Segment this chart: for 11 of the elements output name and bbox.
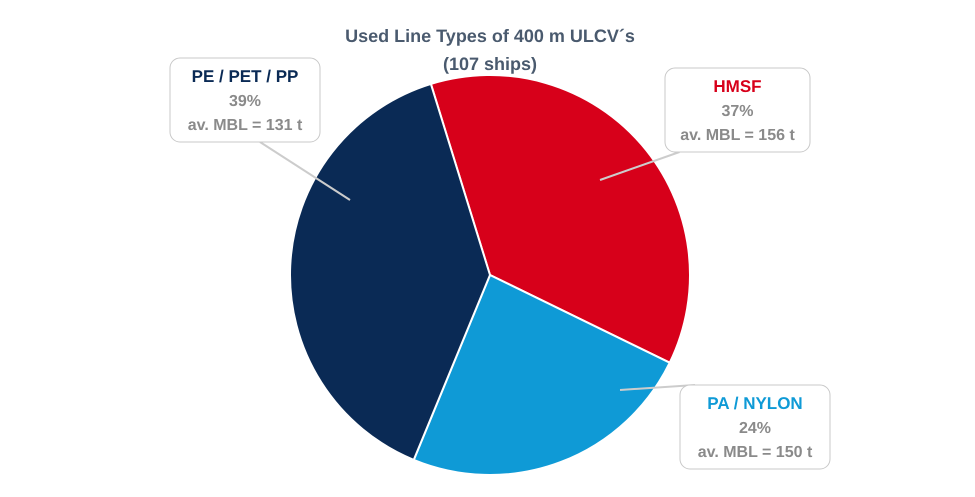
data-label: 24%	[738, 420, 772, 437]
slice-label: PA / NYLON	[707, 394, 803, 413]
chart-title: Used Line Types of 400 m ULCV´s	[345, 26, 635, 46]
chart-subtitle: (107 ships)	[442, 54, 538, 74]
text: av. MBL = 150 t	[698, 444, 813, 461]
text: av. MBL = 131 t	[188, 117, 303, 134]
data-label: 39%	[228, 93, 262, 110]
text: av. MBL = 156 t	[680, 127, 796, 144]
data-label: 37%	[721, 103, 754, 120]
slice-label: HMSF	[713, 77, 762, 96]
slice-label: PE / PET / PP	[192, 67, 298, 86]
